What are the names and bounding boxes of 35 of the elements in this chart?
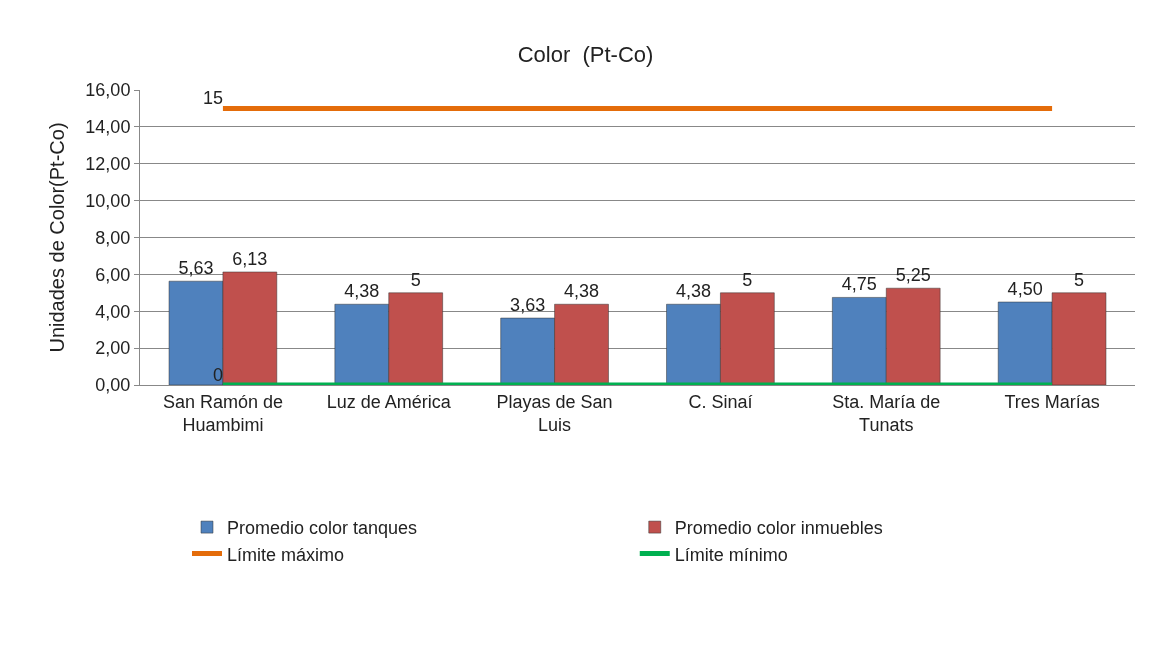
data-label: 4,50 <box>1007 279 1043 300</box>
data-label: 5 <box>1074 269 1085 290</box>
data-label: 4,38 <box>675 281 711 302</box>
data-label: 6,13 <box>232 248 268 269</box>
y-tick-label: 6,00 <box>95 264 131 285</box>
legend-label: Límite máximo <box>227 544 345 565</box>
x-tick-label: Playas de San Luis <box>496 391 613 435</box>
data-label: 5,25 <box>895 265 931 286</box>
data-label: 5,63 <box>178 258 214 279</box>
y-tick-label: 14,00 <box>85 117 131 138</box>
chart-title: Color (Pt-Co) <box>517 41 654 67</box>
y-tick-label: 2,00 <box>95 338 131 359</box>
y-tick-label: 12,00 <box>85 154 131 175</box>
legend-label: Promedio color tanques <box>227 518 418 539</box>
y-tick-label: 0,00 <box>95 375 131 396</box>
legend-label: Promedio color inmuebles <box>674 518 883 539</box>
x-tick-label: San Ramón de Huambimi <box>162 391 283 435</box>
data-label: 4,38 <box>344 281 380 302</box>
x-tick-label: C. Sinaí <box>688 391 753 412</box>
data-label: 0 <box>212 364 223 385</box>
data-label: 4,75 <box>841 274 877 295</box>
y-tick-label: 4,00 <box>95 301 131 322</box>
y-tick-label: 10,00 <box>85 190 131 211</box>
y-axis-title: Unidades de Color(Pt-Co) <box>45 122 68 353</box>
x-tick-label: Sta. María de Tunats <box>832 391 941 435</box>
data-label: 4,38 <box>564 281 600 302</box>
data-label: 3,63 <box>510 295 546 316</box>
x-tick-label: Luz de América <box>326 391 452 412</box>
data-label: 5 <box>410 269 421 290</box>
data-label: 15 <box>202 87 223 108</box>
data-label: 5 <box>742 269 753 290</box>
x-tick-label: Tres Marías <box>1004 391 1100 412</box>
legend-label: Límite mínimo <box>674 544 788 565</box>
y-tick-label: 8,00 <box>95 227 131 248</box>
y-tick-label: 16,00 <box>85 80 131 101</box>
